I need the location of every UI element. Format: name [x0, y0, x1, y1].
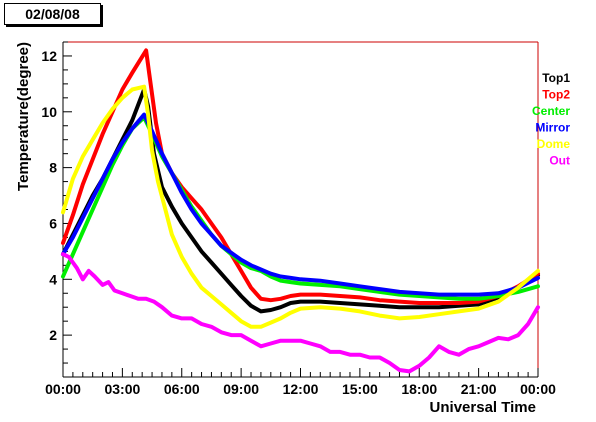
- x-tick-label: 00:00: [520, 381, 556, 397]
- legend-entry-out: Out: [549, 154, 570, 168]
- y-axis-title: Temperature(degree): [15, 42, 32, 191]
- legend-entry-top1: Top1: [542, 71, 570, 85]
- series-line-top2: [61, 48, 540, 305]
- x-tick-label: 12:00: [283, 381, 319, 397]
- x-tick-label: 18:00: [401, 381, 437, 397]
- legend-entry-mirror: Mirror: [535, 121, 570, 135]
- series-line-top1: [61, 87, 540, 314]
- legend-entry-center: Center: [532, 104, 570, 118]
- legend-entry-dome: Dome: [537, 137, 571, 151]
- x-tick-label: 00:00: [45, 381, 81, 397]
- legend-entry-top2: Top2: [542, 88, 570, 102]
- x-tick-label: 21:00: [461, 381, 497, 397]
- series-line-dome: [61, 84, 540, 329]
- x-tick-label: 15:00: [342, 381, 378, 397]
- y-tick-label: 6: [49, 215, 57, 231]
- series-line-mirror: [61, 112, 540, 297]
- series-line-out: [61, 252, 540, 374]
- x-tick-label: 03:00: [104, 381, 140, 397]
- y-tick-label: 10: [41, 104, 57, 120]
- x-tick-label: 06:00: [164, 381, 200, 397]
- y-tick-label: 8: [49, 160, 57, 176]
- x-tick-label: 09:00: [223, 381, 259, 397]
- y-tick-label: 4: [49, 271, 57, 287]
- x-axis-title: Universal Time: [430, 399, 536, 416]
- series-line-center: [61, 115, 540, 301]
- y-tick-label: 2: [49, 327, 57, 343]
- y-tick-label: 12: [41, 48, 57, 64]
- date-label: 02/08/08: [4, 3, 101, 25]
